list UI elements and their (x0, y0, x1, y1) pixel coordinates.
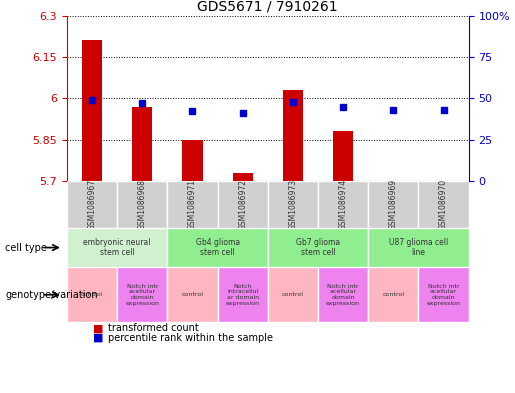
Text: GSM1086967: GSM1086967 (88, 179, 96, 230)
FancyBboxPatch shape (368, 181, 418, 228)
FancyBboxPatch shape (67, 267, 117, 322)
Title: GDS5671 / 7910261: GDS5671 / 7910261 (197, 0, 338, 13)
FancyBboxPatch shape (167, 181, 218, 228)
FancyBboxPatch shape (218, 181, 268, 228)
FancyBboxPatch shape (117, 181, 167, 228)
Text: control: control (81, 292, 103, 297)
Bar (82, 40, 102, 181)
Bar (333, 131, 353, 181)
Bar (182, 140, 202, 181)
Text: GSM1086968: GSM1086968 (138, 179, 147, 230)
Text: control: control (382, 292, 404, 297)
FancyBboxPatch shape (318, 181, 368, 228)
FancyBboxPatch shape (318, 267, 368, 322)
FancyBboxPatch shape (418, 267, 469, 322)
Text: cell type: cell type (5, 242, 47, 253)
Text: embryonic neural
stem cell: embryonic neural stem cell (83, 238, 151, 257)
Bar (132, 107, 152, 181)
Text: Gb4 glioma
stem cell: Gb4 glioma stem cell (196, 238, 239, 257)
Text: Gb7 glioma
stem cell: Gb7 glioma stem cell (296, 238, 340, 257)
Text: Notch intr
acellular
domain
expression: Notch intr acellular domain expression (125, 284, 159, 306)
FancyBboxPatch shape (268, 181, 318, 228)
FancyBboxPatch shape (218, 267, 268, 322)
FancyBboxPatch shape (167, 267, 218, 322)
FancyBboxPatch shape (67, 181, 117, 228)
FancyBboxPatch shape (117, 267, 167, 322)
FancyBboxPatch shape (368, 228, 469, 267)
Text: ■: ■ (93, 323, 103, 333)
Text: Notch intr
acellular
domain
expression: Notch intr acellular domain expression (426, 284, 460, 306)
Text: GSM1086970: GSM1086970 (439, 179, 448, 230)
Text: U87 glioma cell
line: U87 glioma cell line (389, 238, 448, 257)
Text: control: control (181, 292, 203, 297)
FancyBboxPatch shape (67, 228, 167, 267)
Text: genotype/variation: genotype/variation (5, 290, 98, 300)
FancyBboxPatch shape (368, 267, 418, 322)
FancyBboxPatch shape (268, 228, 368, 267)
Bar (233, 173, 253, 181)
Text: GSM1086971: GSM1086971 (188, 179, 197, 230)
Text: Notch
intracellul
ar domain
expression: Notch intracellul ar domain expression (226, 284, 260, 306)
FancyBboxPatch shape (268, 267, 318, 322)
Text: percentile rank within the sample: percentile rank within the sample (108, 333, 273, 343)
Text: transformed count: transformed count (108, 323, 199, 333)
FancyBboxPatch shape (418, 181, 469, 228)
Text: control: control (282, 292, 304, 297)
Text: GSM1086969: GSM1086969 (389, 179, 398, 230)
Text: GSM1086972: GSM1086972 (238, 179, 247, 230)
FancyBboxPatch shape (167, 228, 268, 267)
Text: ■: ■ (93, 333, 103, 343)
Bar (283, 90, 303, 181)
Text: GSM1086973: GSM1086973 (288, 179, 297, 230)
Text: Notch intr
acellular
domain
expression: Notch intr acellular domain expression (326, 284, 360, 306)
Text: GSM1086974: GSM1086974 (339, 179, 348, 230)
